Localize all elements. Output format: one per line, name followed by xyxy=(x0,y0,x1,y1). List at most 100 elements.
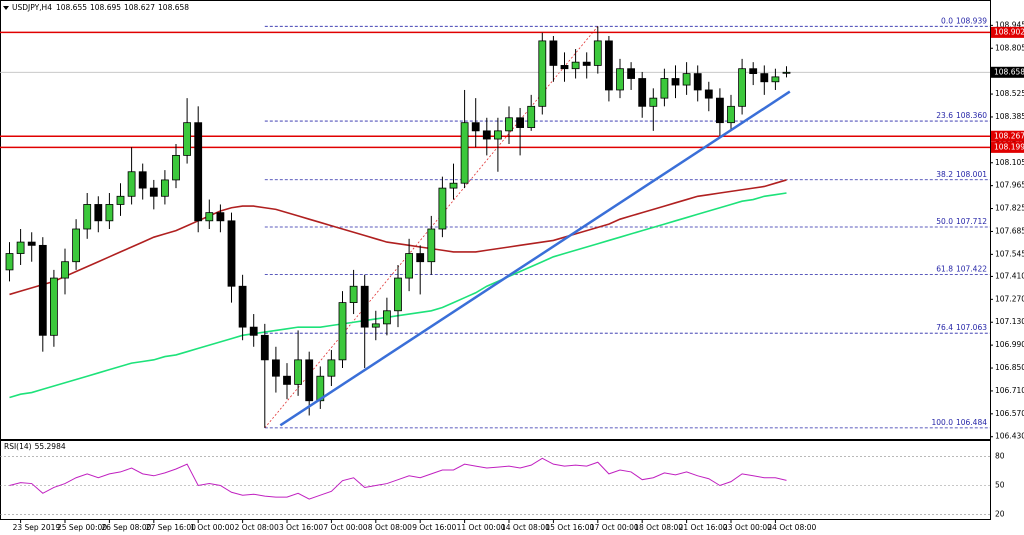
rsi-pane xyxy=(0,440,991,520)
candle-body xyxy=(493,130,502,140)
candle-body xyxy=(782,71,791,74)
rsi-tick-label: 80 xyxy=(995,451,1005,460)
fib-label: 0.0 108.939 xyxy=(941,16,987,25)
candle-body xyxy=(516,117,524,128)
candle-body xyxy=(160,179,169,197)
y-tick-label: 107.825 xyxy=(995,204,1024,213)
y-tick-label: 106.990 xyxy=(995,340,1024,349)
x-tick-label: 21 Oct 16:00 xyxy=(679,523,728,532)
candle-body xyxy=(593,40,602,66)
y-tick-label: 107.685 xyxy=(995,226,1024,235)
candle-body xyxy=(138,171,147,189)
y-tick-label: 107.130 xyxy=(995,317,1024,326)
x-tick-label: 9 Oct 16:00 xyxy=(412,523,456,532)
x-tick-label: 14 Oct 08:00 xyxy=(501,523,550,532)
fib-level: 76.4 xyxy=(936,323,953,332)
candle-body xyxy=(738,68,746,107)
candle-body xyxy=(94,204,103,222)
rsi-name: RSI(14) xyxy=(4,442,32,451)
candle-body xyxy=(327,359,336,377)
candle-body xyxy=(382,310,391,325)
candle-body xyxy=(105,204,114,222)
close-value: 108.658 xyxy=(158,3,189,12)
fib-price: 108.360 xyxy=(956,111,987,120)
candle-body xyxy=(549,40,558,66)
level-label: 108.267 xyxy=(994,131,1024,140)
candle-body xyxy=(16,241,25,254)
candle-body xyxy=(693,73,702,91)
candle-body xyxy=(271,359,280,377)
y-tick-label: 107.410 xyxy=(995,271,1024,280)
candle-body xyxy=(5,253,14,271)
candle-body xyxy=(316,375,325,402)
fib-level: 50.0 xyxy=(936,217,953,226)
fib-price: 106.484 xyxy=(956,418,987,427)
menu-icon xyxy=(3,6,9,10)
y-tick-label: 106.710 xyxy=(995,386,1024,395)
candle-body xyxy=(582,61,591,66)
x-tick-label: 25 Sep 00:00 xyxy=(57,523,107,532)
x-tick-label: 18 Oct 08:00 xyxy=(634,523,683,532)
candle-body xyxy=(638,78,647,107)
candle-body xyxy=(338,302,347,361)
candle-body xyxy=(727,105,735,124)
candle-body xyxy=(249,326,258,336)
candle-body xyxy=(571,61,580,70)
candle-body xyxy=(294,359,303,385)
chart-title: USDJPY,H4 108.655 108.695 108.627 108.658 xyxy=(12,3,189,12)
fib-label: 50.0 107.712 xyxy=(936,217,987,226)
candle-body xyxy=(649,97,658,107)
candle-body xyxy=(505,117,513,132)
fib-label: 38.2 108.001 xyxy=(936,170,987,179)
x-tick-label: 17 Oct 00:00 xyxy=(590,523,639,532)
symbol: USDJPY,H4 xyxy=(12,3,52,12)
moving-average xyxy=(9,179,787,296)
candle-body xyxy=(627,68,635,79)
last-price-box xyxy=(991,66,1024,78)
candle-body xyxy=(72,228,80,263)
fib-label: 100.0 106.484 xyxy=(932,418,988,427)
y-tick-label: 107.545 xyxy=(995,249,1024,258)
fib-label: 76.4 107.063 xyxy=(936,323,987,332)
fib-price: 107.063 xyxy=(956,323,987,332)
candle-body xyxy=(194,122,203,222)
candle-body xyxy=(183,122,192,156)
level-box xyxy=(991,130,1024,142)
x-tick-label: 27 Sep 16:00 xyxy=(146,523,196,532)
x-tick-label: 15 Oct 16:00 xyxy=(545,523,594,532)
candle-body xyxy=(538,40,547,107)
candle-body xyxy=(460,122,469,184)
x-tick-label: 3 Oct 16:00 xyxy=(279,523,323,532)
candle-body xyxy=(405,253,414,279)
open-value: 108.655 xyxy=(56,3,87,12)
y-tick-label: 108.525 xyxy=(995,89,1024,98)
fib-level: 0.0 xyxy=(941,16,953,25)
rsi-tick-label: 20 xyxy=(995,510,1005,519)
candle-body xyxy=(760,73,769,83)
fib-level: 23.6 xyxy=(936,111,953,120)
rsi-value: 55.2984 xyxy=(35,442,66,451)
candle-body xyxy=(682,73,691,86)
candle-body xyxy=(771,76,780,83)
fib-level: 100.0 xyxy=(932,418,954,427)
fib-price: 108.939 xyxy=(956,16,987,25)
x-tick-label: 7 Oct 00:00 xyxy=(323,523,367,532)
x-tick-label: 2 Oct 08:00 xyxy=(235,523,279,532)
y-tick-label: 106.430 xyxy=(995,432,1024,441)
candle-body xyxy=(305,359,314,402)
fib-price: 107.422 xyxy=(956,264,987,273)
level-label: 108.199 xyxy=(994,142,1024,151)
x-tick-label: 11 Oct 00:00 xyxy=(457,523,506,532)
candle-body xyxy=(416,253,425,263)
rsi-line xyxy=(9,457,787,500)
y-tick-label: 107.965 xyxy=(995,181,1024,190)
y-tick-label: 106.850 xyxy=(995,363,1024,372)
candle-body xyxy=(127,171,136,197)
candle-body xyxy=(283,375,291,385)
level-box xyxy=(991,141,1024,153)
x-tick-label: 24 Oct 08:00 xyxy=(767,523,816,532)
high-value: 108.695 xyxy=(90,3,121,12)
candle-body xyxy=(471,122,480,132)
candle-body xyxy=(704,89,713,99)
